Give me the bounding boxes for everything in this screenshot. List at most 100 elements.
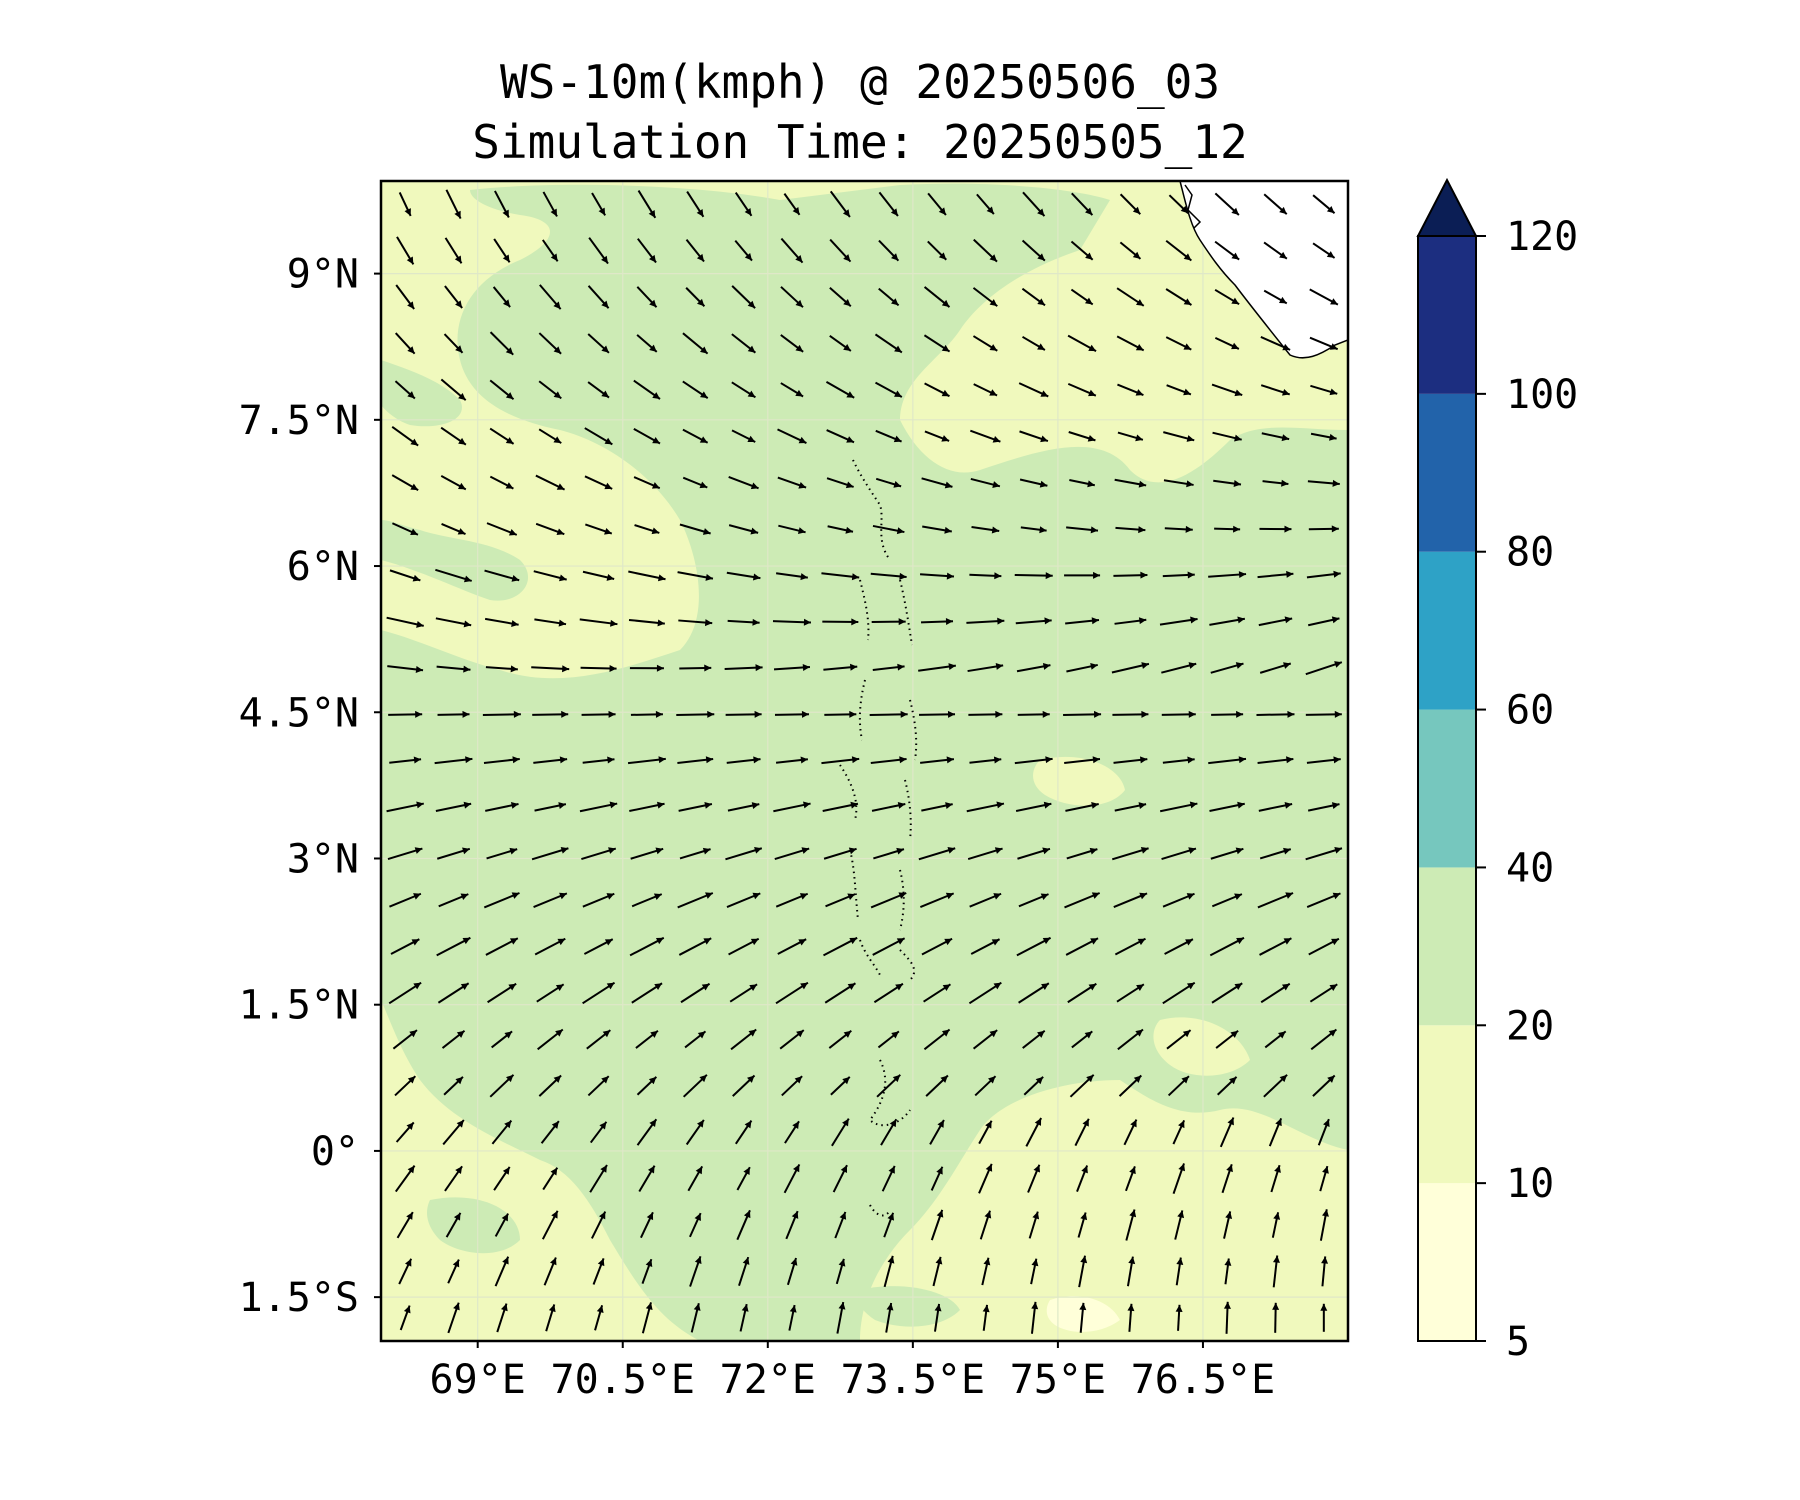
wind-arrow-head xyxy=(649,1119,657,1127)
wind-arrow-head xyxy=(702,847,711,855)
wind-arrow-head xyxy=(1091,801,1099,809)
wind-arrow-head xyxy=(842,209,850,218)
wind-arrow-head xyxy=(993,756,1002,764)
wind-arrow-head xyxy=(406,1212,413,1220)
wind-arrow-head xyxy=(984,1210,992,1219)
wind-arrow-head xyxy=(558,802,566,810)
wind-arrow-head xyxy=(846,391,855,398)
wind-arrow-head xyxy=(416,620,424,628)
wind-arrow-head xyxy=(847,983,856,990)
colorbar-segment xyxy=(1418,867,1476,1026)
wind-arrow-head xyxy=(413,982,422,990)
wind-arrow-head xyxy=(1088,983,1097,991)
wind-arrow-head xyxy=(1135,434,1143,442)
wind-arrow-head xyxy=(510,938,518,945)
wind-arrow-head xyxy=(1224,1258,1232,1266)
wind-arrow-head xyxy=(889,1119,897,1128)
wind-arrow-head xyxy=(995,663,1004,670)
wind-arrow-head xyxy=(1333,570,1341,578)
wind-arrow-head xyxy=(562,665,570,673)
wind-arrow-head xyxy=(1185,525,1193,533)
wind-arrow-head xyxy=(988,1076,996,1084)
wind-arrow-head xyxy=(406,256,414,265)
colorbar-tick-label: 100 xyxy=(1506,372,1578,418)
wind-arrow-head xyxy=(843,344,851,351)
wind-arrow-head xyxy=(505,392,514,400)
wind-arrow-head xyxy=(747,300,756,309)
wind-arrow-head xyxy=(1235,662,1244,669)
wind-arrow-head xyxy=(549,1257,557,1266)
colorbar-segment xyxy=(1418,1183,1476,1341)
wind-arrow-head xyxy=(505,1074,514,1083)
wind-arrow-head xyxy=(504,1031,513,1039)
wind-arrow-head xyxy=(752,618,760,626)
wind-arrow-head xyxy=(937,1120,944,1128)
wind-arrow-head xyxy=(648,1076,657,1085)
wind-arrow-head xyxy=(1037,343,1045,350)
wind-arrow-head xyxy=(1188,710,1196,718)
wind-arrow-head xyxy=(795,389,804,397)
wind-arrow-head xyxy=(508,529,517,536)
wind-arrow-head xyxy=(754,846,762,854)
wind-arrow-head xyxy=(938,207,946,216)
wind-arrow-head xyxy=(842,1076,850,1085)
wind-arrow-head xyxy=(502,209,509,218)
wind-arrow-head xyxy=(1186,893,1195,900)
wind-arrow-head xyxy=(410,483,419,491)
wind-arrow-head xyxy=(1040,435,1048,443)
wind-arrow-head xyxy=(1233,525,1241,533)
wind-arrow-head xyxy=(699,481,708,489)
wind-arrow-head xyxy=(1093,571,1101,579)
wind-arrow-head xyxy=(406,1122,414,1130)
wind-arrow-head xyxy=(1327,1075,1335,1083)
wind-arrow-head xyxy=(1234,434,1242,442)
wind-arrow-head xyxy=(694,1256,702,1265)
wind-arrow-head xyxy=(891,253,899,261)
wind-arrow-head xyxy=(743,1167,750,1176)
wind-arrow-head xyxy=(651,527,660,535)
wind-arrow-head xyxy=(1278,1031,1286,1039)
wind-arrow-head xyxy=(457,482,466,490)
wind-arrow-head xyxy=(462,710,470,718)
wind-arrow-head xyxy=(511,892,520,899)
wind-arrow-head xyxy=(941,389,950,397)
wind-arrow-head xyxy=(894,345,902,353)
wind-arrow-head xyxy=(1045,572,1053,580)
wind-arrow-head xyxy=(944,526,952,534)
wind-arrow-head xyxy=(1237,801,1245,809)
wind-arrow-head xyxy=(1178,1163,1186,1172)
wind-arrow-head xyxy=(948,663,956,671)
wind-arrow-head xyxy=(609,801,618,809)
wind-arrow-head xyxy=(1037,1030,1045,1038)
wind-arrow-head xyxy=(747,345,756,353)
wind-arrow-head xyxy=(893,480,902,488)
wind-arrow-head xyxy=(1231,342,1239,350)
wind-arrow-head xyxy=(1042,662,1051,670)
wind-arrow-head xyxy=(1227,1117,1234,1126)
wind-arrow-head xyxy=(747,435,756,443)
colorbar-segment xyxy=(1418,393,1476,552)
wind-arrow-head xyxy=(741,1304,749,1312)
lat-tick-label: 4.5°N xyxy=(239,690,359,736)
wind-arrow-head xyxy=(502,299,511,308)
wind-arrow-head xyxy=(894,390,902,397)
wind-arrow-head xyxy=(414,847,423,854)
colorbar-extend-arrow xyxy=(1416,177,1478,237)
colorbar-segment xyxy=(1418,1025,1476,1184)
wind-arrow-head xyxy=(411,939,420,946)
wind-arrow-head xyxy=(1282,388,1290,396)
wind-arrow-head xyxy=(890,208,898,216)
wind-arrow-head xyxy=(510,665,518,673)
wind-arrow-head xyxy=(607,756,615,764)
wind-arrow-head xyxy=(1186,435,1195,442)
wind-arrow-head xyxy=(898,892,907,899)
wind-arrow-head xyxy=(892,1074,901,1083)
wind-arrow-head xyxy=(1320,1303,1328,1311)
wind-arrow-head xyxy=(1275,1118,1282,1127)
wind-arrow-head xyxy=(1090,526,1098,534)
wind-arrow-head xyxy=(997,617,1005,625)
wind-arrow-head xyxy=(845,526,854,534)
wind-arrow-head xyxy=(1235,847,1244,855)
wind-arrow-head xyxy=(460,893,469,901)
wind-arrow-head xyxy=(755,664,763,672)
